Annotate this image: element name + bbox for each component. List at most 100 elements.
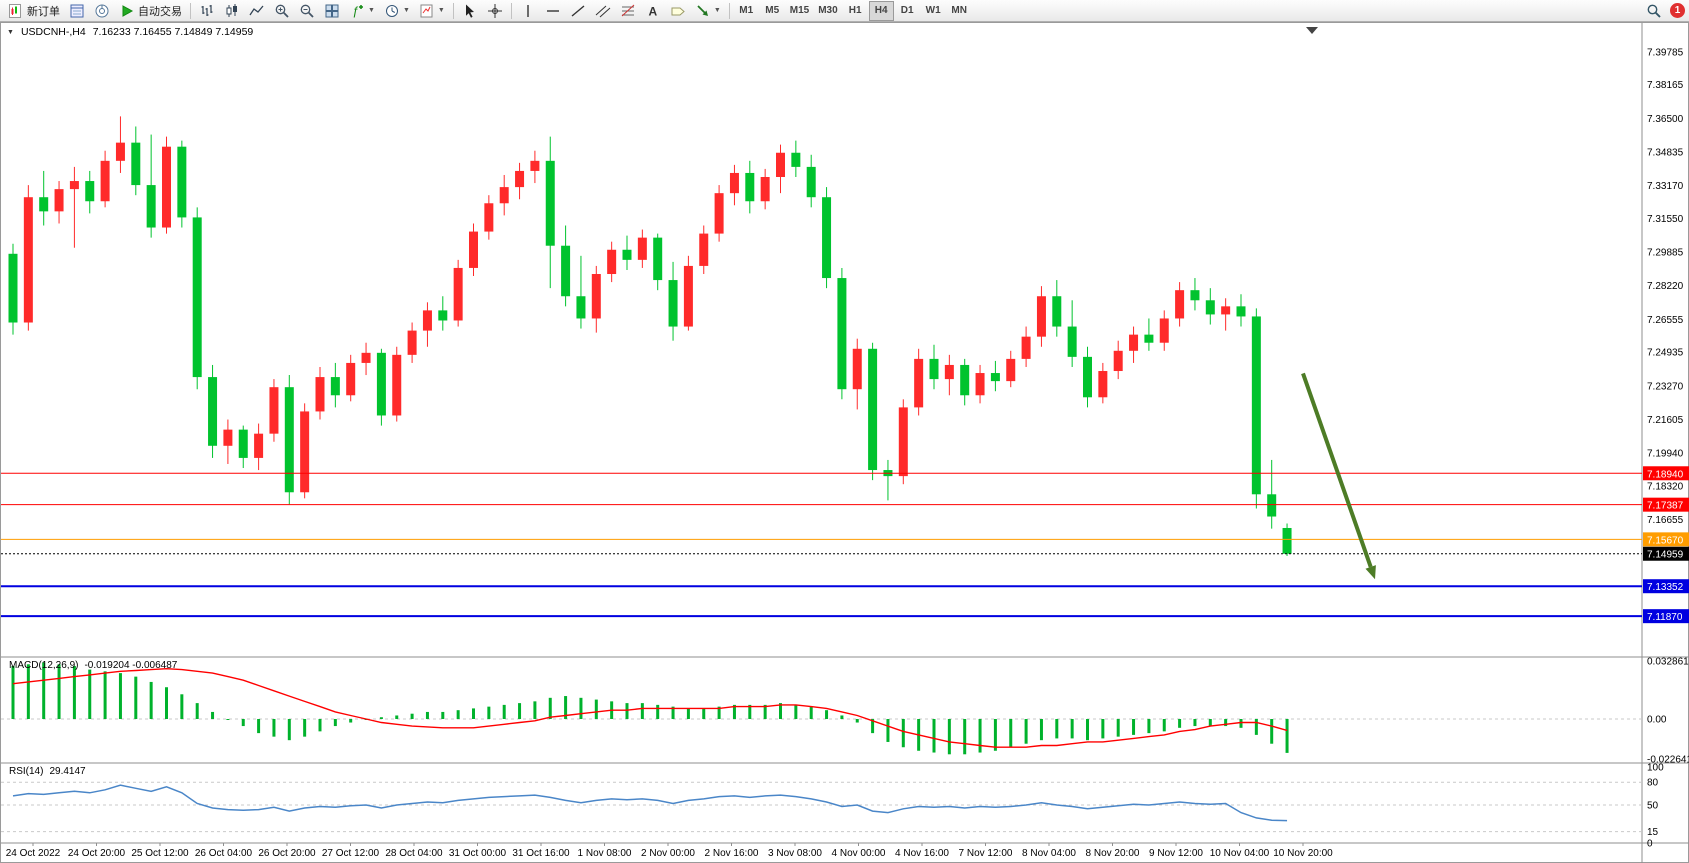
price-tag xyxy=(1643,466,1689,481)
fibonacci-icon xyxy=(621,4,635,16)
cursor-button[interactable] xyxy=(458,1,482,21)
time-axis-label: 31 Oct 00:00 xyxy=(449,848,507,859)
fibonacci-button[interactable] xyxy=(616,1,640,21)
bar-chart-button[interactable] xyxy=(195,1,219,21)
macd-histogram-bar xyxy=(333,719,337,727)
chart-canvas[interactable]: 7.39785 7.38165 7.36500 7.34835 7.33170 7.315… xyxy=(1,23,1689,863)
candlestick-chart-button[interactable] xyxy=(220,1,244,21)
time-axis-label: 27 Oct 12:00 xyxy=(322,848,380,859)
indicators-button[interactable]: ƒ ▼ xyxy=(345,1,379,21)
candle-body xyxy=(868,348,878,471)
candle-body xyxy=(668,280,678,327)
chart-shift-marker-icon[interactable] xyxy=(1306,27,1318,34)
macd-histogram-bar xyxy=(1224,719,1228,727)
macd-histogram-bar xyxy=(1101,719,1105,739)
candle-body xyxy=(1098,371,1108,398)
horizontal-line-button[interactable] xyxy=(541,1,565,21)
candle-body xyxy=(1221,306,1231,315)
zoom-out-button[interactable] xyxy=(295,1,319,21)
notification-badge[interactable]: 1 xyxy=(1670,3,1685,18)
data-window-button[interactable] xyxy=(90,1,114,21)
timeframe-w1-button[interactable]: W1 xyxy=(921,1,946,21)
chart-menu-triangle-icon[interactable]: ▼ xyxy=(7,28,14,36)
trend-arrow-line[interactable] xyxy=(1301,372,1373,568)
text-label-button[interactable] xyxy=(666,1,690,21)
tag-icon xyxy=(671,7,685,15)
candle-body xyxy=(561,245,571,297)
time-axis-label: 7 Nov 12:00 xyxy=(959,848,1013,859)
macd-histogram-bar xyxy=(1285,719,1289,753)
macd-histogram-bar xyxy=(763,704,767,719)
macd-histogram-bar xyxy=(932,719,936,753)
new-order-button[interactable]: 新订单 xyxy=(4,1,64,21)
price-axis-label: 7.18320 xyxy=(1647,481,1684,492)
timeframe-m5-button[interactable]: M5 xyxy=(760,1,785,21)
macd-histogram-bar xyxy=(993,719,997,751)
time-axis-label: 8 Nov 20:00 xyxy=(1086,848,1140,859)
market-watch-button[interactable] xyxy=(65,1,89,21)
toolbar-separator xyxy=(728,2,730,19)
candle-body xyxy=(1036,296,1046,337)
macd-histogram-bar xyxy=(425,711,429,719)
timeframe-m15-button[interactable]: M15 xyxy=(786,1,813,21)
candle-body xyxy=(223,429,233,446)
time-axis-label: 25 Oct 12:00 xyxy=(131,848,189,859)
macd-histogram-bar xyxy=(871,719,875,734)
macd-histogram-bar xyxy=(794,704,798,719)
cursor-icon xyxy=(465,4,474,18)
candle-body xyxy=(1067,326,1077,357)
time-axis-label: 10 Nov 04:00 xyxy=(1210,848,1270,859)
candle-body xyxy=(392,354,402,416)
time-axis-label: 9 Nov 12:00 xyxy=(1149,848,1203,859)
macd-histogram-bar xyxy=(349,719,353,723)
auto-trading-label: 自动交易 xyxy=(138,5,182,18)
candle-body xyxy=(208,377,218,446)
candle-body xyxy=(837,278,847,390)
trendline-button[interactable] xyxy=(566,1,590,21)
periods-button[interactable]: ▼ xyxy=(380,1,414,21)
candle-body xyxy=(683,265,693,327)
candle-body xyxy=(929,358,939,380)
macd-histogram-bar xyxy=(1132,719,1136,735)
candle-body xyxy=(361,352,371,363)
macd-histogram-bar xyxy=(671,706,675,719)
macd-signal-line xyxy=(12,667,1288,748)
macd-histogram-bar xyxy=(564,696,568,719)
timeframe-m30-button[interactable]: M30 xyxy=(814,1,841,21)
candle-body xyxy=(776,152,785,177)
vertical-line-button[interactable] xyxy=(516,1,540,21)
crosshair-button[interactable] xyxy=(483,1,507,21)
candle-body xyxy=(146,185,156,228)
macd-histogram-bar xyxy=(1024,719,1028,744)
candle-body xyxy=(346,362,356,396)
candle-body xyxy=(545,160,555,246)
macd-histogram-bar xyxy=(1162,719,1166,732)
candle-body xyxy=(1052,296,1062,327)
templates-button[interactable]: ▼ xyxy=(415,1,449,21)
macd-histogram-bar xyxy=(963,719,967,755)
price-tag-label: 7.13352 xyxy=(1647,582,1684,593)
channel-button[interactable] xyxy=(591,1,615,21)
vertical-line-icon xyxy=(527,4,529,17)
search-button[interactable] xyxy=(1642,1,1666,21)
macd-histogram-bar xyxy=(134,676,138,719)
tile-windows-button[interactable] xyxy=(320,1,344,21)
timeframe-h4-button[interactable]: H4 xyxy=(868,0,894,21)
macd-histogram-bar xyxy=(686,708,690,719)
price-tag xyxy=(1643,579,1689,594)
macd-histogram-bar xyxy=(717,706,721,719)
price-tag xyxy=(1643,609,1689,624)
time-axis-label: 1 Nov 08:00 xyxy=(578,848,632,859)
timeframe-mn-button[interactable]: MN xyxy=(947,1,972,21)
timeframe-d1-button[interactable]: D1 xyxy=(895,1,920,21)
price-tag-label: 7.14959 xyxy=(1647,550,1684,561)
timeframe-h1-button[interactable]: H1 xyxy=(843,1,868,21)
price-tag xyxy=(1643,497,1689,512)
arrows-button[interactable]: ▼ xyxy=(691,1,725,21)
auto-trading-button[interactable]: 自动交易 xyxy=(115,1,186,21)
candle-body xyxy=(714,193,724,234)
zoom-in-button[interactable] xyxy=(270,1,294,21)
timeframe-m1-button[interactable]: M1 xyxy=(734,1,759,21)
line-chart-button[interactable] xyxy=(245,1,269,21)
text-button[interactable]: A xyxy=(641,1,665,21)
